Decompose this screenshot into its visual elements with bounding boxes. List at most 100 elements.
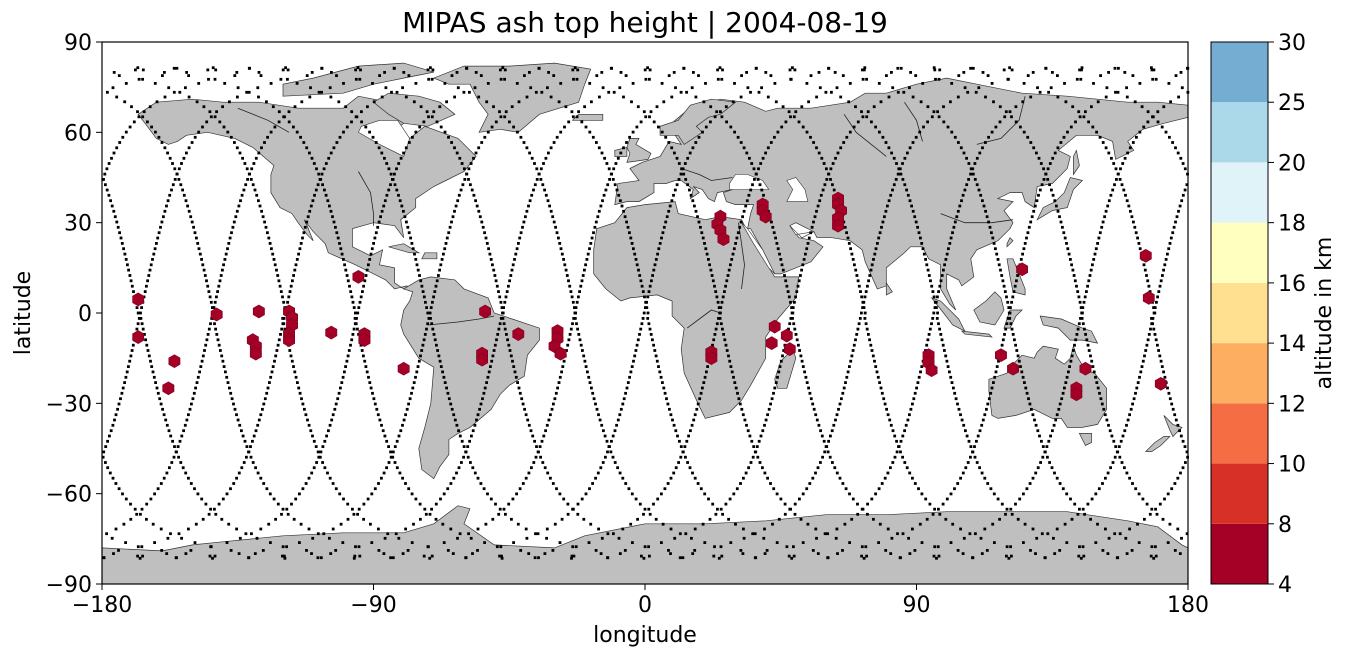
track-point	[845, 135, 849, 139]
track-point	[893, 455, 897, 459]
track-point	[206, 333, 210, 336]
track-point	[228, 236, 232, 240]
track-point	[957, 141, 960, 144]
track-point	[962, 423, 966, 427]
track-point	[917, 375, 921, 379]
track-point	[640, 322, 644, 326]
track-point	[992, 381, 995, 384]
track-point	[842, 386, 846, 390]
track-point	[635, 343, 639, 347]
track-point	[576, 502, 580, 506]
track-point	[269, 130, 273, 134]
track-point	[132, 120, 136, 124]
track-point	[252, 434, 256, 438]
track-point	[533, 439, 536, 443]
track-point	[349, 290, 353, 293]
track-point	[939, 333, 943, 336]
track-point	[789, 317, 793, 320]
track-point	[826, 450, 830, 454]
cuba-land	[388, 243, 421, 254]
track-point	[429, 317, 432, 320]
track-point	[287, 295, 291, 299]
track-point	[502, 306, 505, 309]
track-point	[764, 151, 767, 155]
track-point	[605, 162, 609, 165]
track-point	[255, 193, 259, 197]
track-point	[820, 434, 824, 438]
track-point	[193, 135, 197, 139]
track-point	[420, 349, 424, 352]
track-point	[370, 541, 374, 544]
track-point	[984, 95, 987, 99]
track-point	[1078, 300, 1082, 304]
track-point	[724, 284, 727, 288]
track-point	[777, 517, 781, 521]
track-point	[453, 146, 456, 150]
track-point	[1022, 492, 1025, 496]
track-point	[1156, 110, 1160, 114]
track-point	[227, 522, 231, 526]
colorbar-tick-label: 25	[1278, 91, 1306, 116]
track-point	[827, 172, 830, 176]
track-point	[1154, 554, 1158, 558]
track-point	[177, 167, 181, 171]
track-point	[780, 125, 784, 129]
track-point	[129, 502, 132, 506]
track-point	[772, 231, 776, 235]
track-point	[424, 300, 427, 304]
track-point	[937, 507, 940, 511]
track-point	[681, 450, 685, 454]
track-point	[206, 284, 210, 288]
track-point	[945, 359, 949, 363]
track-point	[717, 556, 721, 560]
track-point	[1085, 290, 1088, 293]
track-point	[588, 130, 592, 134]
ash-detection-marker	[780, 328, 793, 343]
track-point	[1041, 445, 1045, 448]
track-point	[1004, 512, 1007, 516]
track-point	[302, 141, 306, 144]
track-point	[148, 105, 152, 109]
track-point	[1081, 545, 1085, 549]
track-point	[1055, 527, 1059, 531]
track-point	[558, 375, 562, 379]
track-point	[1036, 86, 1039, 90]
track-point	[899, 66, 903, 70]
track-point	[128, 274, 132, 277]
track-point	[235, 209, 239, 213]
track-point	[1141, 359, 1145, 363]
track-point	[151, 370, 155, 374]
track-point	[617, 536, 621, 540]
track-point	[1086, 343, 1090, 347]
track-point	[250, 532, 253, 536]
track-point	[693, 527, 697, 531]
track-point	[205, 279, 208, 283]
track-point	[574, 306, 578, 309]
track-point	[948, 370, 951, 374]
track-point	[200, 258, 203, 261]
track-point	[789, 77, 793, 81]
track-point	[122, 522, 126, 526]
track-point	[516, 522, 520, 526]
track-point	[457, 429, 460, 433]
track-point	[633, 354, 637, 358]
track-point	[281, 317, 285, 320]
track-point	[152, 252, 156, 256]
track-point	[748, 434, 752, 438]
track-point	[439, 497, 442, 501]
track-point	[796, 284, 800, 288]
track-point	[346, 517, 350, 521]
track-point	[257, 199, 260, 203]
track-point	[152, 375, 156, 379]
track-point	[826, 556, 830, 560]
track-point	[215, 110, 218, 114]
track-point	[106, 466, 110, 470]
track-point	[114, 527, 118, 531]
track-point	[1086, 502, 1090, 506]
track-point	[172, 90, 176, 94]
track-point	[784, 279, 788, 283]
track-point	[101, 455, 105, 459]
track-point	[216, 290, 219, 293]
track-point	[1126, 151, 1129, 155]
track-point	[902, 90, 906, 94]
